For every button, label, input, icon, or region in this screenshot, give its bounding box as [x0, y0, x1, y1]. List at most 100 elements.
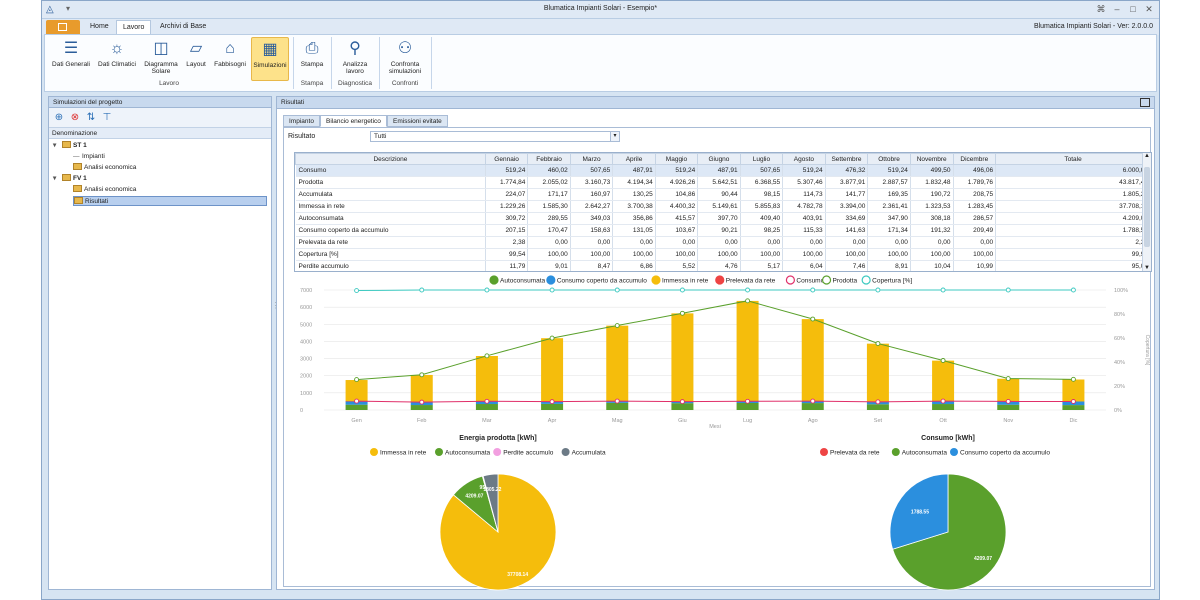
column-header[interactable]: Gennaio [484, 153, 529, 165]
table-row[interactable]: Consumo 519,24 460,02 507,65 487,91 519,24 487… [295, 164, 1151, 177]
tab-lavoro[interactable]: Lavoro [116, 20, 152, 35]
table-row[interactable]: Perdite accumulo 11,79 9,01 8,47 6,86 5,52 4,7… [295, 260, 1151, 271]
table-cell: 487,91 [612, 164, 656, 177]
collapse-icon[interactable]: ▾ [53, 142, 57, 149]
table-cell: 5.307,46 [782, 176, 826, 189]
column-header[interactable]: Dicembre [952, 153, 997, 165]
table-row[interactable]: Consumo coperto da accumulo 207,15 170,47 1… [295, 224, 1151, 237]
pie-slice-label: 4209.07 [465, 493, 483, 499]
prodotta-point [614, 323, 620, 328]
pie-legend-swatch [950, 448, 958, 456]
column-header[interactable]: Descrizione [295, 153, 486, 165]
column-header[interactable]: Agosto [782, 153, 826, 165]
delete-icon[interactable]: ⊗ [70, 112, 80, 123]
window-title: Blumatica Impianti Solari - Esempio* [543, 5, 658, 12]
file-menu-button[interactable] [46, 20, 80, 34]
table-cell: Accumulata [295, 188, 486, 201]
filter-icon[interactable]: ⊤ [102, 112, 112, 123]
column-header[interactable]: Novembre [909, 153, 954, 165]
chevron-down-icon[interactable]: ▾ [610, 132, 619, 141]
table-cell: 100,00 [867, 248, 911, 261]
tree-node-analisi-st1[interactable]: Analisi economica [73, 163, 136, 173]
column-header[interactable]: Marzo [569, 153, 614, 165]
add-icon[interactable]: ⊕ [54, 112, 64, 123]
dati-generali-button[interactable]: ☰ Dati Generali [52, 40, 90, 68]
maximize-icon[interactable]: □ [1130, 4, 1136, 14]
tree-node-risultati[interactable]: Risultati [73, 196, 267, 206]
scroll-thumb[interactable] [1144, 167, 1150, 247]
column-header[interactable]: Totale [995, 153, 1151, 165]
prodotta-point [745, 298, 751, 304]
table-cell: Prelevata da rete [295, 236, 486, 249]
table-cell: 334,69 [825, 212, 869, 225]
minimize-icon[interactable]: – [1114, 4, 1120, 14]
legend-label: Consumo [796, 278, 824, 285]
table-cell: 131,05 [612, 224, 656, 237]
dati-climatici-button[interactable]: ☼ Dati Climatici [98, 40, 136, 68]
column-header[interactable]: Giugno [697, 153, 741, 165]
table-cell: 409,40 [740, 212, 784, 225]
table-cell: 100,00 [740, 248, 784, 261]
table-scrollbar[interactable]: ▲ ▼ [1142, 153, 1151, 271]
help-icon[interactable]: ⌘ [1096, 4, 1106, 14]
table-cell: 2.055,02 [527, 176, 571, 189]
tree-node-st1[interactable]: ▾ ST 1 [53, 141, 87, 149]
analizza-lavoro-button[interactable]: ⚲ Analizza lavoro [342, 40, 368, 75]
table-cell: 100,00 [655, 248, 699, 261]
column-header[interactable]: Febbraio [527, 153, 571, 165]
table-row[interactable]: Autoconsumata 309,72 289,55 349,03 356,86 415… [295, 212, 1151, 225]
bar-autoconsumata [606, 402, 629, 410]
simulazioni-button[interactable]: ▦ Simulazioni [251, 37, 289, 81]
scroll-down-icon[interactable]: ▼ [1144, 265, 1150, 271]
table-row[interactable]: Copertura [%] 99,54 100,00 100,00 100,00 100,… [295, 248, 1151, 261]
table-cell: 3.160,73 [570, 176, 614, 189]
table-cell: 43.817,44 [995, 176, 1151, 189]
list-icon: ☰ [63, 40, 79, 57]
layout-button[interactable]: ▱ Layout [186, 40, 206, 68]
table-row[interactable]: Prodotta 1.774,84 2.055,02 3.160,73 4.194,34… [295, 176, 1151, 189]
diagramma-solare-button[interactable]: ◫ Diagramma Solare [144, 40, 178, 75]
x-tick-label: Ago [808, 418, 818, 424]
maximize-panel-icon[interactable] [1140, 98, 1150, 107]
tab-bilancio-energetico[interactable]: Bilancio energetico [320, 115, 387, 127]
collapse-icon[interactable]: ▾ [53, 175, 57, 182]
table-cell: 208,75 [953, 188, 997, 201]
sort-icon[interactable]: ⇅ [86, 112, 96, 123]
prodotta-point [1005, 376, 1011, 382]
copertura-point [1005, 287, 1011, 293]
tree-node-fv1[interactable]: ▾ FV 1 [53, 174, 87, 182]
tree-node-impianti[interactable]: — Impianti [73, 153, 105, 160]
group-stampa: Stampa [300, 80, 324, 87]
column-header[interactable]: Settembre [824, 153, 869, 165]
tree-node-analisi-fv1[interactable]: Analisi economica [73, 185, 136, 195]
tab-emissioni-evitate[interactable]: Emissioni evitate [387, 115, 448, 127]
confronta-simulazioni-button[interactable]: ⚇ Confronta simulazioni [388, 40, 422, 75]
table-row[interactable]: Immessa in rete 1.229,26 1.585,30 2.642,27 3… [295, 200, 1151, 213]
column-header[interactable]: Aprile [612, 153, 656, 165]
close-icon[interactable]: ✕ [1145, 4, 1153, 14]
column-header[interactable]: Ottobre [867, 153, 911, 165]
table-cell: 476,32 [825, 164, 869, 177]
column-header[interactable]: Luglio [739, 153, 784, 165]
fabbisogni-button[interactable]: ⌂ Fabbisogni [214, 40, 246, 68]
table-row[interactable]: Prelevata da rete 2,38 0,00 0,00 0,00 0,00 0,0… [295, 236, 1151, 249]
tab-archivi[interactable]: Archivi di Base [160, 23, 207, 30]
bar-immessa-in-rete [801, 319, 824, 402]
table-cell: 415,57 [655, 212, 699, 225]
table-cell: 0,00 [953, 236, 997, 249]
bar-autoconsumata [345, 404, 368, 410]
table-cell: 7,46 [825, 260, 869, 271]
tab-impianto[interactable]: Impianto [283, 115, 320, 127]
table-cell: 169,35 [867, 188, 911, 201]
scroll-up-icon[interactable]: ▲ [1144, 153, 1150, 159]
filter-select[interactable]: Tutti ▾ [370, 131, 620, 142]
stampa-button[interactable]: ⎙ Stampa [300, 40, 324, 68]
table-row[interactable]: Accumulata 224,07 171,17 160,97 130,25 104,86… [295, 188, 1151, 201]
prodotta-point [875, 341, 881, 346]
results-table: Descrizione Gennaio Febbraio Marzo Aprile Mag… [294, 152, 1152, 272]
x-tick-label: Mar [482, 418, 492, 424]
quick-access-icon[interactable]: ▾ [66, 4, 71, 13]
tab-home[interactable]: Home [90, 23, 109, 30]
x-tick-label: Apr [548, 418, 557, 424]
column-header[interactable]: Maggio [654, 153, 699, 165]
